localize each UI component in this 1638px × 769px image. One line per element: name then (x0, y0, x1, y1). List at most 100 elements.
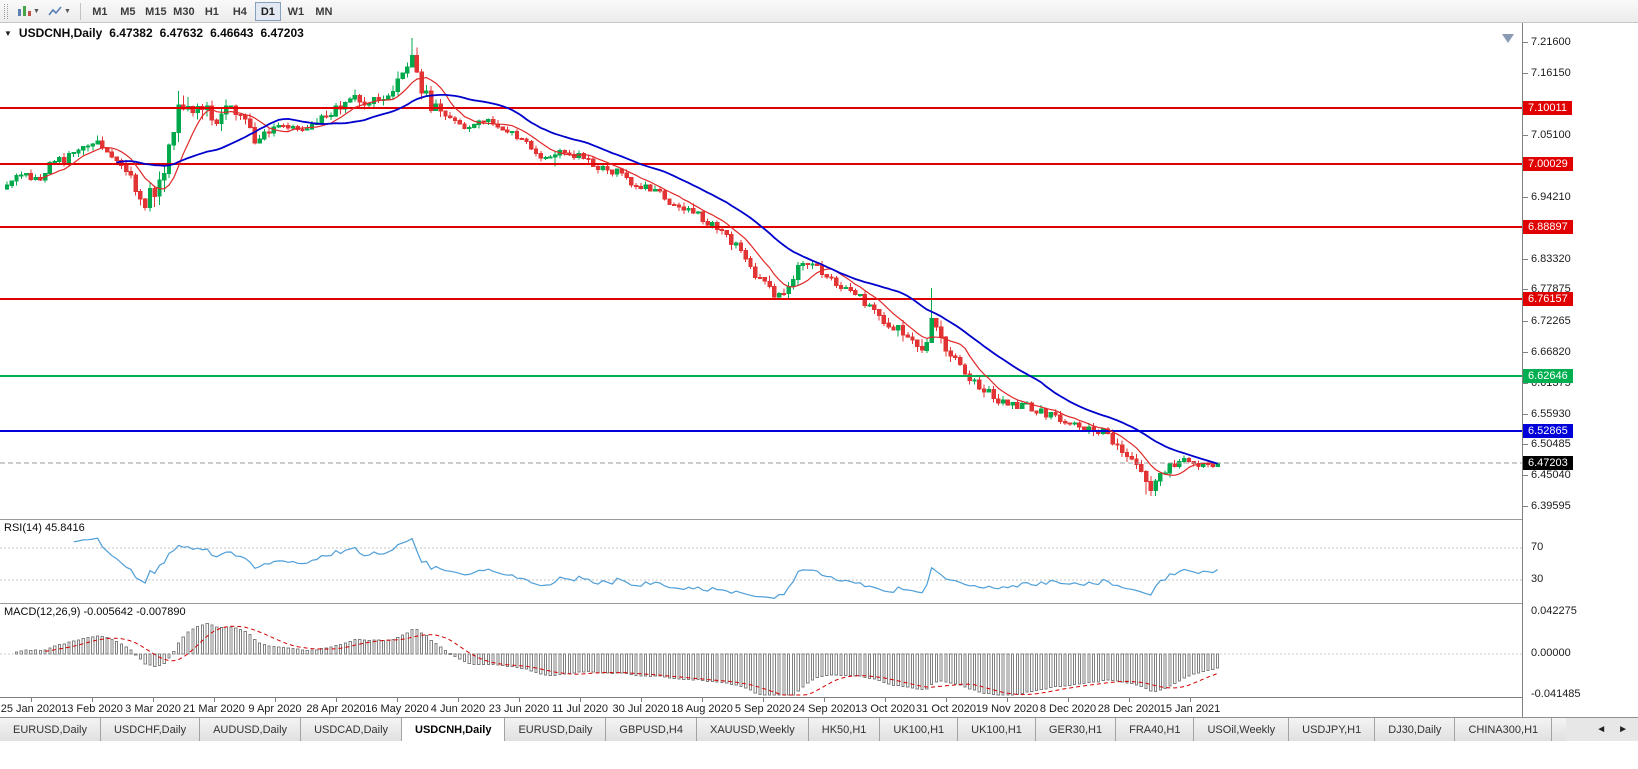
rsi-title: RSI(14) 45.8416 (4, 522, 85, 534)
price-axis-tick (1523, 506, 1528, 507)
time-axis-tick (1190, 698, 1191, 702)
chart-tab-eurusd-daily[interactable]: EURUSD,Daily (0, 718, 101, 741)
chart-tab-xauusd-weekly[interactable]: XAUUSD,Weekly (696, 718, 809, 741)
chart-tab-usdchf-daily[interactable]: USDCHF,Daily (100, 718, 201, 741)
tab-scroll-left-button[interactable]: ◄ (1596, 724, 1607, 735)
timeframe-button-m30[interactable]: M30 (173, 5, 195, 18)
chart-tab-uk100-h1[interactable]: UK100,H1 (880, 718, 959, 741)
ma-fast-line (40, 76, 1218, 476)
timeframe-button-h1[interactable]: H1 (204, 5, 219, 18)
macd-chart[interactable] (0, 604, 1522, 697)
timeframe-button-m15[interactable]: M15 (145, 5, 167, 18)
chart-tab-usdcnh-daily[interactable]: USDCNH,Daily (402, 718, 506, 741)
chart-tab-usoil-weekly[interactable]: USOil,Weekly (1194, 718, 1290, 741)
price-axis[interactable]: 7.21600 7.16150 7.05100 6.94210 6.83320 6.778… (1522, 23, 1638, 717)
time-axis-label: 18 Aug 2020 (671, 703, 733, 715)
chart-tab-gbpusd-h4[interactable]: GBPUSD,H4 (606, 718, 697, 741)
chevron-down-icon: ▼ (33, 7, 40, 15)
horizontal-level-lines[interactable] (0, 107, 1522, 464)
quote-low: 6.46643 (210, 26, 254, 40)
price-axis-tick (1523, 352, 1528, 353)
candles-down (28, 47, 1215, 497)
time-axis-label: 31 Oct 2020 (916, 703, 976, 715)
macd-scale-label: 0.042275 (1531, 605, 1577, 617)
price-axis-tick (1523, 321, 1528, 322)
chart-tab-hk50-h1[interactable]: HK50,H1 (808, 718, 881, 741)
price-level-badge: 7.10011 (1523, 101, 1572, 115)
chart-tab-usdjpy-h1[interactable]: USDJPY,H1 (1289, 718, 1376, 741)
toolbar-separator (79, 2, 81, 20)
price-axis-tick (1523, 414, 1528, 415)
chart-tab-ger30-h1[interactable]: GER30,H1 (1035, 718, 1117, 741)
price-axis-tick (1523, 383, 1528, 384)
chart-tab-dj30-daily[interactable]: DJ30,Daily (1375, 718, 1456, 741)
time-axis[interactable]: 25 Jan 2020 13 Feb 2020 3 Mar 2020 21 Mar 2… (0, 697, 1522, 717)
time-axis-label: 24 Sep 2020 (792, 703, 856, 715)
time-axis-label: 15 Jan 2021 (1159, 703, 1221, 715)
chart-type-button[interactable]: ▼ (14, 1, 43, 21)
toolbar-grip[interactable] (4, 3, 8, 19)
chart-profiles-button[interactable]: ▼ (45, 1, 74, 21)
chart-tab-bar: EURUSD,Daily USDCHF,Daily AUDUSD,Daily USDC… (0, 717, 1638, 741)
time-axis-label: 13 Oct 2020 (855, 703, 915, 715)
quote-open: 6.47382 (109, 26, 153, 40)
price-axis-tick (1523, 475, 1528, 476)
time-axis-tick (275, 698, 276, 702)
chart-tab-u[interactable]: U (1552, 718, 1566, 741)
time-axis-label: 9 Apr 2020 (248, 703, 302, 715)
time-axis-label: 8 Dec 2020 (1039, 703, 1097, 715)
time-axis-tick (580, 698, 581, 702)
time-axis-tick (641, 698, 642, 702)
macd-indicator-panel[interactable]: MACD(12,26,9) -0.005642 -0.007890 (0, 603, 1522, 697)
timeframe-button-w1[interactable]: W1 (287, 5, 305, 18)
rsi-indicator-panel[interactable]: RSI(14) 45.8416 (0, 519, 1522, 603)
price-level-badge: 6.88897 (1523, 220, 1573, 234)
time-axis-label: 13 Feb 2020 (61, 703, 123, 715)
time-axis-label: 21 Mar 2020 (183, 703, 245, 715)
candlestick-chart[interactable] (0, 23, 1522, 519)
time-axis-label: 25 Jan 2020 (0, 703, 62, 715)
timeframe-button-mn[interactable]: MN (315, 5, 333, 18)
timeframes-toolbar: M1 M5 M15 M30 H1 H4 D1 W1 MN (86, 1, 338, 21)
rsi-chart[interactable] (0, 520, 1522, 603)
chart-tab-eurusd-daily[interactable]: EURUSD,Daily (505, 718, 607, 741)
chart-tab-uk100-h1[interactable]: UK100,H1 (958, 718, 1036, 741)
time-axis-tick (1007, 698, 1008, 702)
time-axis-tick (824, 698, 825, 702)
price-tick-label: 7.21600 (1531, 36, 1571, 48)
time-axis-tick (702, 698, 703, 702)
timeframe-button-m5[interactable]: M5 (120, 5, 136, 18)
macd-scale-label: -0.041485 (1531, 688, 1581, 700)
price-tick-label: 7.16150 (1531, 67, 1571, 79)
macd-histogram (14, 623, 1220, 696)
time-axis-label: 30 Jul 2020 (612, 703, 670, 715)
chart-shift-marker-icon[interactable] (1502, 34, 1514, 43)
symbol-title: USDCNH,Daily (18, 26, 103, 40)
chart-tab-usdcad-daily[interactable]: USDCAD,Daily (301, 718, 403, 741)
chart-tab-fra40-h1[interactable]: FRA40,H1 (1116, 718, 1195, 741)
time-axis-label: 28 Apr 2020 (306, 703, 366, 715)
chart-type-icon (17, 4, 31, 18)
price-level-badge: 6.62646 (1523, 369, 1573, 383)
time-axis-label: 4 Jun 2020 (430, 703, 486, 715)
chart-profiles-icon (48, 4, 62, 18)
timeframe-button-m1[interactable]: M1 (92, 5, 108, 18)
quote-high: 6.47632 (159, 26, 204, 40)
time-axis-label: 28 Dec 2020 (1097, 703, 1161, 715)
chart-tab-audusd-daily[interactable]: AUDUSD,Daily (200, 718, 302, 741)
timeframe-button-h4[interactable]: H4 (232, 5, 247, 18)
price-axis-tick (1523, 42, 1528, 43)
timeframe-button-d1[interactable]: D1 (254, 1, 281, 21)
chart-menu-arrow-icon[interactable]: ▼ (4, 28, 12, 38)
time-axis-tick (1129, 698, 1130, 702)
bottom-empty-strip (0, 741, 1638, 769)
current-price-badge: 6.47203 (1523, 456, 1573, 470)
candles-up (4, 38, 1220, 497)
price-chart-panel[interactable]: ▼ USDCNH,Daily 6.47382 6.47632 6.46643 6… (0, 23, 1522, 519)
chart-tab-china300-h1[interactable]: CHINA300,H1 (1455, 718, 1553, 741)
time-axis-label: 11 Jul 2020 (551, 703, 609, 715)
time-axis-tick (885, 698, 886, 702)
price-level-badge: 6.52865 (1523, 424, 1573, 438)
tab-scroll-right-button[interactable]: ► (1618, 724, 1628, 735)
price-axis-tick (1523, 444, 1528, 445)
